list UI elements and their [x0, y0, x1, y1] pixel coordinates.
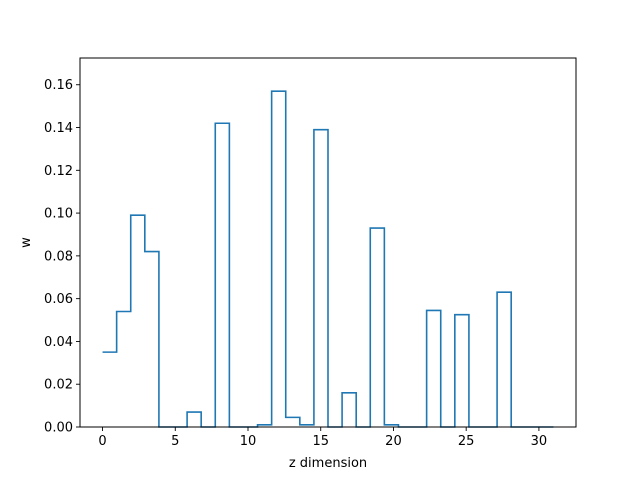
y-tick-label: 0.12 — [44, 164, 73, 179]
x-tick-label: 25 — [458, 434, 475, 449]
y-tick-label: 0.02 — [44, 378, 73, 393]
y-tick-label: 0.08 — [44, 249, 73, 264]
x-axis-ticks: 0 5 10 15 20 25 30 — [98, 427, 547, 449]
y-tick-label: 0.06 — [44, 292, 73, 307]
y-axis-ticks: 0.00 0.02 0.04 0.06 0.08 0.10 0.12 0.14 0.16 — [44, 78, 80, 436]
x-tick-label: 5 — [171, 434, 179, 449]
y-tick-label: 0.04 — [44, 335, 73, 350]
y-tick-label: 0.10 — [44, 207, 73, 222]
y-axis-label: w — [19, 237, 34, 248]
x-tick-label: 20 — [385, 434, 402, 449]
y-tick-label: 0.16 — [44, 78, 73, 93]
x-tick-label: 0 — [98, 434, 106, 449]
plot-frame — [79, 57, 577, 428]
x-tick-label: 30 — [531, 434, 548, 449]
x-axis-label: z dimension — [289, 456, 367, 471]
y-tick-label: 0.14 — [44, 121, 73, 136]
y-tick-label: 0.00 — [44, 421, 73, 436]
x-tick-label: 10 — [240, 434, 257, 449]
x-tick-label: 15 — [312, 434, 329, 449]
